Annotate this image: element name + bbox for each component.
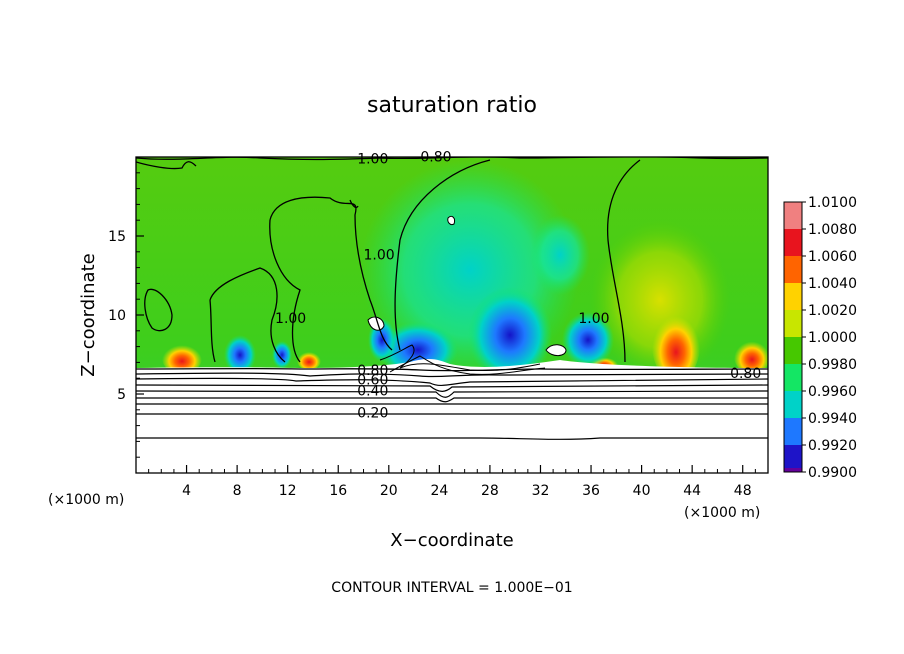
- x-tick-label: 24: [430, 483, 448, 499]
- colorbar: 1.0100 1.0080 1.0060 1.0040 1.0020 1.0000 0.99…: [783, 195, 857, 481]
- x-tick-label: 40: [633, 483, 651, 499]
- colorbar-swatch: [784, 310, 802, 337]
- white-patch: [367, 316, 385, 331]
- x-tick-label: 4: [182, 483, 191, 499]
- field-blue-min: [468, 287, 552, 383]
- contour-label: 0.80: [420, 150, 451, 166]
- white-patch: [447, 215, 455, 225]
- x-tick-label: 20: [380, 483, 398, 499]
- y-tick-label: 10: [108, 308, 126, 324]
- white-patch: [545, 344, 567, 357]
- contour-label: 0.20: [357, 406, 388, 422]
- unsaturated-region: [136, 358, 768, 473]
- contour-line: [269, 196, 393, 351]
- colorbar-label: 1.0080: [808, 222, 857, 238]
- field-red-peak: [734, 338, 768, 374]
- field-blue-min: [530, 215, 590, 295]
- chart-title: saturation ratio: [367, 93, 537, 118]
- colorbar-label: 1.0020: [808, 303, 857, 319]
- contour-line: [209, 267, 286, 363]
- colorbar-swatch: [784, 202, 802, 229]
- colorbar-swatch: [784, 391, 802, 418]
- x-axis-label: X−coordinate: [390, 530, 513, 551]
- contour-label: 0.80: [730, 366, 761, 382]
- contour-label: 1.00: [357, 151, 388, 167]
- y-tick-label: 15: [108, 229, 126, 245]
- contour-line: [269, 219, 301, 363]
- field-red-peak: [297, 350, 321, 370]
- contour-label: 1.00: [578, 311, 609, 327]
- colorbar-label: 1.0000: [808, 330, 857, 346]
- contour-label: 1.00: [364, 248, 395, 264]
- contour-line: [136, 390, 768, 398]
- colorbar-label: 0.9940: [808, 411, 857, 427]
- y-axis-ticks: 5 10 15: [108, 172, 144, 458]
- contour-line: [136, 367, 768, 372]
- contour-line: [136, 384, 768, 392]
- contour-line: [606, 159, 641, 363]
- colorbar-swatch: [784, 256, 802, 283]
- colorbar-label: 0.9900: [808, 465, 857, 481]
- x-tick-label: 44: [683, 483, 701, 499]
- field-blue-min: [562, 312, 614, 368]
- y-axis-label: Z−coordinate: [78, 253, 99, 376]
- colorbar-label: 1.0060: [808, 249, 857, 265]
- contour-line: [136, 437, 768, 440]
- x-axis-ticks: 4 8 12 16 20 24 28 32 36 40 44 48: [148, 465, 756, 499]
- field-red-peak: [652, 309, 700, 381]
- x-unit-left: (×1000 m): [48, 492, 124, 508]
- plot-area: [136, 157, 768, 473]
- contour-line: [136, 372, 768, 378]
- x-tick-label: 28: [481, 483, 499, 499]
- colorbar-swatch: [784, 337, 802, 364]
- x-tick-label: 36: [582, 483, 600, 499]
- contour-line: [136, 161, 197, 170]
- colorbar-swatch: [784, 418, 802, 445]
- x-tick-label: 8: [233, 483, 242, 499]
- field-blue-min: [272, 341, 292, 369]
- contour-label: 1.00: [275, 311, 306, 327]
- contour-line: [394, 159, 491, 351]
- field-red-peak: [162, 342, 202, 374]
- colorbar-label: 1.0040: [808, 276, 857, 292]
- x-tick-label: 48: [734, 483, 752, 499]
- colorbar-label: 0.9980: [808, 357, 857, 373]
- colorbar-label: 1.0100: [808, 195, 857, 211]
- field-blue-min: [224, 335, 256, 375]
- x-tick-label: 16: [329, 483, 347, 499]
- colorbar-swatch: [784, 468, 802, 472]
- x-tick-label: 12: [279, 483, 297, 499]
- contour-label: 0.80: [357, 363, 388, 379]
- x-tick-label: 32: [532, 483, 550, 499]
- colorbar-swatch: [784, 229, 802, 256]
- colorbar-swatch: [784, 283, 802, 310]
- colorbar-label: 0.9920: [808, 438, 857, 454]
- contour-line: [349, 199, 359, 209]
- contour-line: [144, 288, 173, 332]
- colorbar-swatch: [784, 364, 802, 391]
- y-tick-label: 5: [117, 387, 126, 403]
- contour-label: 0.40: [357, 384, 388, 400]
- x-unit-right: (×1000 m): [684, 505, 760, 521]
- contour-line: [209, 299, 216, 363]
- contour-labels: 1.00 0.801.001.00 1.000.800.800.600.400.20: [275, 150, 761, 422]
- contour-line: [136, 397, 768, 403]
- contour-label: 0.60: [357, 373, 388, 389]
- contour-line: [136, 377, 768, 387]
- contour-line: [389, 355, 546, 375]
- contour-interval-footer: CONTOUR INTERVAL = 1.000E−01: [331, 580, 572, 596]
- colorbar-swatch: [784, 445, 802, 472]
- colorbar-label: 0.9960: [808, 384, 857, 400]
